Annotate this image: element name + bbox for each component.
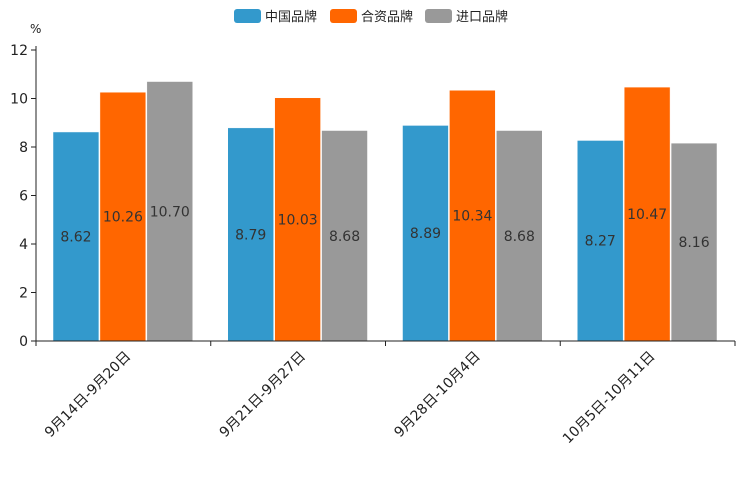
y-tick-label: 10 [10, 92, 28, 108]
bar-value-label: 8.62 [60, 229, 91, 245]
bar-value-label: 10.26 [103, 210, 143, 226]
bar-value-label: 8.68 [504, 229, 535, 245]
legend: 中国品牌 合资品牌 进口品牌 [234, 9, 508, 25]
x-category-label: 9月21日-9月27日 [217, 349, 309, 441]
x-category-label: 10月5日-10月11日 [560, 349, 659, 448]
bar [402, 125, 449, 342]
bar-value-label: 8.16 [678, 235, 709, 251]
legend-swatch [425, 9, 452, 23]
legend-label: 合资品牌 [361, 9, 413, 25]
y-tick-label: 12 [10, 43, 28, 59]
y-tick-label: 0 [19, 334, 28, 350]
legend-swatch [330, 9, 357, 23]
y-tick-label: 4 [19, 237, 28, 253]
bar [670, 142, 718, 342]
x-category-label: 9月28日-10月4日 [391, 349, 483, 441]
legend-swatch [234, 9, 261, 23]
y-axis-unit-label: % [30, 22, 41, 36]
x-axis: 9月14日-9月20日 9月21日-9月27日 9月28日-10月4日 10月5日-1… [35, 340, 736, 448]
bars [52, 81, 718, 342]
bar-value-label: 8.27 [585, 234, 616, 250]
bar-value-labels: 8.62 8.79 8.89 8.27 10.26 10.03 10.34 10.47 10.7… [60, 204, 709, 251]
bar-value-label: 8.68 [329, 229, 360, 245]
bar [577, 140, 624, 342]
y-tick-label: 6 [19, 189, 28, 205]
bar-value-label: 8.89 [410, 226, 441, 242]
legend-label: 进口品牌 [456, 9, 508, 25]
bar-value-label: 8.79 [235, 227, 266, 243]
y-axis: 0 2 4 6 8 10 12 [10, 43, 37, 350]
bar-value-label: 10.03 [278, 212, 318, 228]
bar [99, 91, 147, 342]
bar [52, 131, 100, 342]
bar [449, 90, 496, 342]
bar [321, 130, 368, 342]
y-tick-label: 2 [19, 286, 28, 302]
bar [274, 97, 321, 342]
bar-value-label: 10.70 [150, 204, 190, 220]
bar-value-label: 10.34 [452, 209, 492, 225]
bar [623, 86, 671, 342]
bar-value-label: 10.47 [627, 207, 667, 223]
bar [227, 127, 274, 342]
bar [496, 130, 543, 342]
legend-label: 中国品牌 [265, 9, 317, 25]
y-tick-label: 8 [19, 140, 28, 156]
x-category-label: 9月14日-9月20日 [42, 349, 134, 441]
